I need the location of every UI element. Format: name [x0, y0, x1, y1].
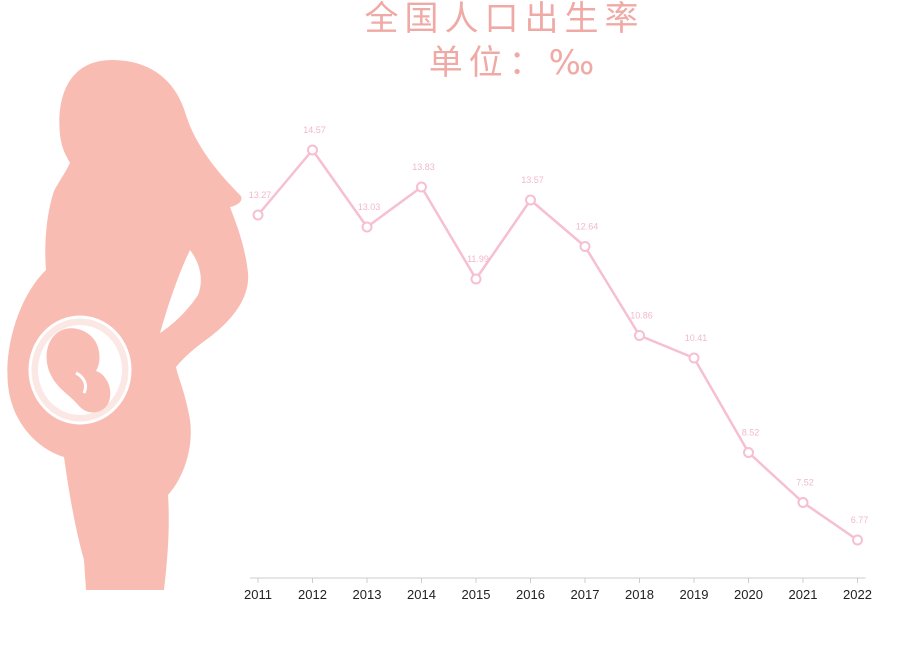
chart-subtitle: 单位：‰ — [428, 43, 601, 83]
data-label: 10.86 — [630, 311, 653, 321]
data-label: 10.41 — [685, 333, 708, 343]
x-tick-label: 2020 — [734, 587, 763, 602]
data-label: 7.52 — [796, 478, 814, 488]
x-tick-label: 2017 — [571, 587, 600, 602]
data-point — [416, 181, 427, 193]
data-point — [252, 209, 264, 221]
data-label: 13.27 — [249, 190, 272, 200]
data-point — [797, 497, 809, 508]
data-point — [688, 352, 700, 364]
data-label: 11.99 — [467, 254, 489, 264]
x-tick-label: 2013 — [353, 587, 382, 602]
silhouette-arm-gap — [160, 250, 201, 333]
x-tick-label: 2019 — [680, 587, 709, 602]
data-label: 8.52 — [742, 428, 760, 438]
data-point — [307, 144, 318, 156]
data-point — [743, 447, 754, 458]
pregnant-woman-silhouette-icon — [7, 60, 249, 590]
data-label: 6.77 — [851, 515, 869, 525]
data-label: 14.57 — [303, 125, 326, 135]
data-point — [852, 534, 863, 546]
data-point — [470, 273, 482, 285]
data-point — [525, 194, 536, 206]
x-tick-label: 2021 — [789, 587, 818, 602]
chart-title: 全国人口出生率 — [364, 0, 645, 39]
x-tick-label: 2011 — [244, 587, 272, 602]
data-label: 13.03 — [358, 202, 381, 212]
data-point — [634, 330, 645, 341]
x-tick-label: 2014 — [407, 587, 436, 602]
fetus-detail — [75, 371, 88, 394]
data-label: 13.57 — [521, 175, 544, 185]
data-point — [361, 221, 373, 233]
x-tick-label: 2018 — [625, 587, 654, 602]
series-line — [257, 148, 859, 542]
data-point — [579, 241, 591, 252]
data-label: 12.64 — [576, 222, 599, 232]
data-label: 13.83 — [412, 162, 435, 172]
fetus-head — [58, 341, 86, 369]
x-tick-label: 2022 — [843, 587, 872, 602]
x-tick-label: 2016 — [516, 587, 545, 602]
x-tick-label: 2012 — [298, 587, 327, 602]
x-tick-label: 2015 — [462, 587, 491, 602]
silhouette-body — [7, 60, 249, 590]
